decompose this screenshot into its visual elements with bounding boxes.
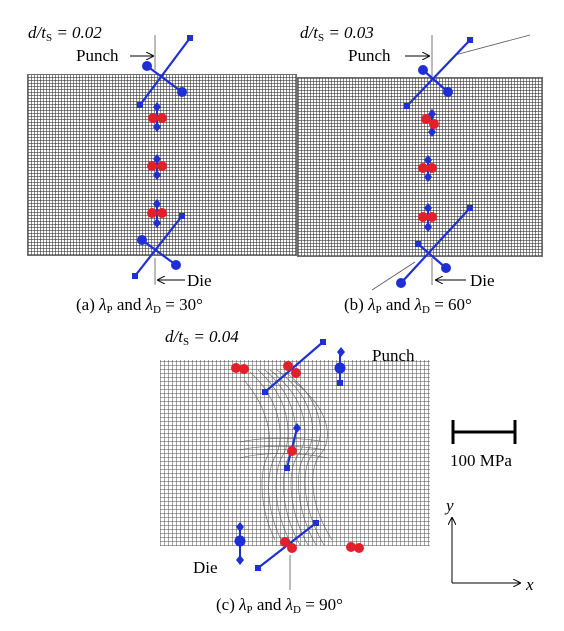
caption-a: (a) λP and λD = 30° — [76, 295, 203, 316]
stress-glyphs-a — [132, 35, 193, 279]
ratio-label-b: d/tS = 0.03 — [300, 23, 374, 44]
stress-glyphs-b — [396, 37, 473, 288]
guide-lines — [154, 34, 531, 590]
caption-c: (c) λP and λD = 90° — [216, 595, 343, 616]
die-label-a: Die — [187, 271, 212, 290]
ratio-label-c: d/tS = 0.04 — [165, 327, 239, 348]
punch-label-b: Punch — [348, 46, 391, 65]
y-axis-label: y — [446, 496, 454, 515]
die-label-b: Die — [470, 271, 495, 290]
stress-glyphs-c — [231, 339, 364, 571]
punch-label-c: Punch — [372, 346, 415, 365]
scale-bar-label: 100 MPa — [450, 451, 512, 470]
scale-bar — [451, 420, 517, 444]
ratio-label-a: d/tS = 0.02 — [28, 23, 102, 44]
axes-triad — [452, 518, 520, 583]
x-axis-label: x — [526, 575, 534, 594]
die-label-c: Die — [193, 558, 218, 577]
punch-label-a: Punch — [76, 46, 119, 65]
mesh-b — [297, 77, 543, 257]
caption-b: (b) λP and λD = 60° — [344, 295, 472, 316]
shear-band-c — [239, 369, 333, 546]
pointer-arrows — [130, 56, 466, 280]
